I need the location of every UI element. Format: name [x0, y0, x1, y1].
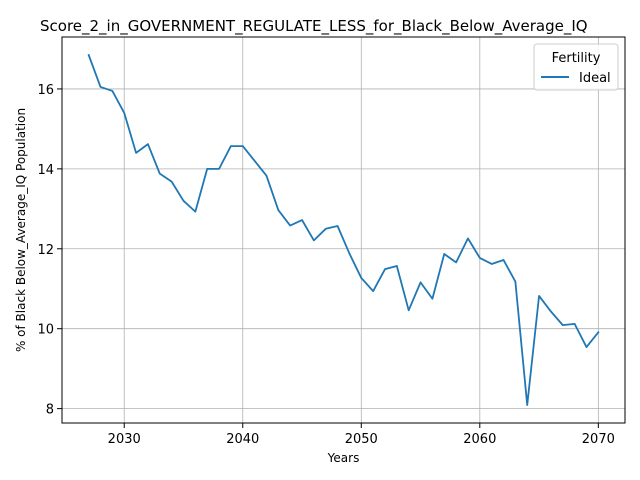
series-layer: [87, 53, 600, 406]
x-tick-label: 2060: [463, 432, 496, 447]
y-tick-label: 14: [37, 163, 54, 178]
grid: [62, 37, 625, 423]
y-tick-label: 10: [37, 323, 54, 338]
x-axis: 2030 2040 2050 2060 2070: [108, 423, 615, 447]
x-tick-label: 2070: [582, 432, 615, 447]
plot-frame: [61, 36, 626, 424]
series-line-ideal: [87, 53, 600, 406]
legend: Fertility Ideal: [533, 43, 619, 91]
legend-title: Fertility: [552, 51, 601, 66]
y-tick-label: 8: [46, 403, 54, 418]
legend-box: [533, 43, 619, 91]
y-axis-label: % of Black Below_Average_IQ Population: [14, 108, 28, 352]
x-tick-label: 2040: [226, 432, 259, 447]
x-tick-label: 2050: [345, 432, 378, 447]
legend-entry-ideal: Ideal: [579, 71, 611, 86]
y-tick-label: 16: [37, 83, 54, 98]
x-tick-label: 2030: [108, 432, 141, 447]
chart-title: Score_2_in_GOVERNMENT_REGULATE_LESS_for_…: [40, 17, 588, 36]
x-axis-label: Years: [327, 451, 360, 465]
y-axis: 8 10 12 14 16: [37, 83, 62, 418]
y-tick-label: 12: [37, 243, 54, 258]
